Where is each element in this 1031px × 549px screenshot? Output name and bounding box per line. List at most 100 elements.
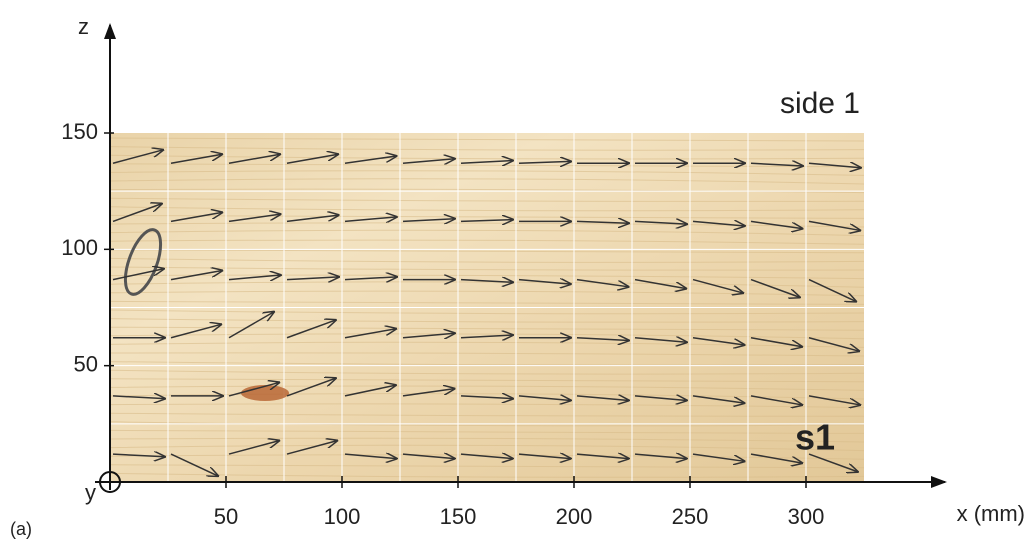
arrow	[344, 217, 397, 222]
arrow	[286, 441, 337, 455]
x-tick-label: 250	[672, 504, 709, 529]
arrow	[460, 335, 513, 338]
arrow	[518, 161, 571, 163]
arrow	[750, 395, 802, 405]
wood-grain	[109, 412, 865, 417]
arrow	[750, 278, 800, 298]
wood-grain	[109, 178, 865, 185]
wood-grain	[109, 437, 865, 443]
arrow	[808, 220, 860, 230]
arrow	[576, 396, 629, 401]
arrow	[518, 454, 571, 459]
arrow	[286, 154, 338, 164]
wood-grain	[109, 352, 865, 357]
arrow	[170, 271, 222, 281]
arrow	[228, 382, 279, 397]
wood-grain	[109, 444, 865, 452]
x-tick-label: 300	[788, 504, 825, 529]
wood-grain	[109, 257, 865, 263]
wood-grain	[109, 378, 865, 383]
arrow	[576, 221, 629, 223]
wood-grain	[109, 163, 865, 168]
arrow	[460, 161, 513, 164]
arrow	[344, 156, 396, 164]
wood-grain	[109, 281, 865, 288]
arrow	[112, 396, 165, 399]
wood-grain	[109, 239, 865, 245]
arrow	[750, 163, 803, 166]
arrow	[460, 396, 513, 399]
arrow	[808, 453, 858, 472]
arrow	[460, 220, 513, 222]
wood-grain	[109, 403, 865, 409]
origin-circle	[99, 471, 121, 493]
arrow	[576, 278, 628, 287]
arrow	[634, 221, 687, 224]
arrow	[460, 280, 513, 283]
arrow	[112, 454, 165, 457]
arrow	[402, 219, 455, 222]
panel-label: (a)	[10, 519, 32, 539]
arrow	[112, 269, 164, 281]
arrow	[634, 454, 687, 459]
arrow	[692, 221, 745, 226]
wood-grain	[109, 318, 865, 323]
arrow	[402, 159, 455, 164]
wood-grain	[109, 170, 865, 176]
arrow	[808, 163, 861, 168]
annotation: s1	[795, 417, 835, 458]
y-tick-label: 150	[61, 119, 98, 144]
wood-grain	[109, 361, 865, 366]
wood-grain	[109, 197, 865, 202]
arrow	[634, 338, 687, 343]
arrow	[170, 324, 221, 339]
arrow	[286, 215, 339, 223]
board	[109, 133, 865, 482]
origin-label: y	[85, 480, 96, 505]
y-axis-label: z	[78, 14, 89, 39]
arrow	[518, 396, 571, 401]
x-tick-label: 150	[440, 504, 477, 529]
arrow	[576, 338, 629, 341]
arrow	[228, 275, 281, 280]
knot	[241, 385, 289, 401]
x-tick-label: 50	[214, 504, 238, 529]
wood-grain	[109, 341, 865, 348]
wood-grain	[109, 222, 865, 228]
arrow	[518, 280, 571, 285]
arrow	[750, 337, 802, 347]
arrow	[228, 154, 280, 164]
arrow	[228, 312, 274, 339]
wood-grain	[109, 229, 865, 237]
arrow	[692, 337, 744, 345]
arrow	[112, 204, 162, 223]
wood-grain	[109, 464, 865, 469]
wood-grain	[109, 309, 865, 315]
arrow	[402, 389, 454, 397]
wood-grain	[109, 290, 865, 297]
arrow	[634, 278, 686, 289]
arrow	[344, 277, 397, 280]
arrow	[170, 453, 218, 476]
arrow	[112, 150, 163, 164]
x-tick-label: 200	[556, 504, 593, 529]
arrow	[692, 395, 744, 403]
arrow	[344, 329, 396, 339]
y-tick-label: 50	[74, 351, 98, 376]
arrow	[808, 395, 860, 405]
arrow	[228, 214, 280, 223]
arrow	[750, 453, 802, 463]
arrow	[170, 212, 222, 223]
wood-grain	[109, 421, 865, 427]
arrow	[634, 396, 687, 401]
arrow	[402, 454, 455, 459]
arrow	[170, 154, 222, 164]
x-tick-label: 100	[324, 504, 361, 529]
arrow	[692, 278, 743, 293]
wood-grain	[109, 385, 865, 391]
arrow	[344, 454, 397, 459]
arrow	[286, 277, 339, 280]
arrow	[402, 333, 455, 338]
wood-grain	[109, 206, 865, 212]
